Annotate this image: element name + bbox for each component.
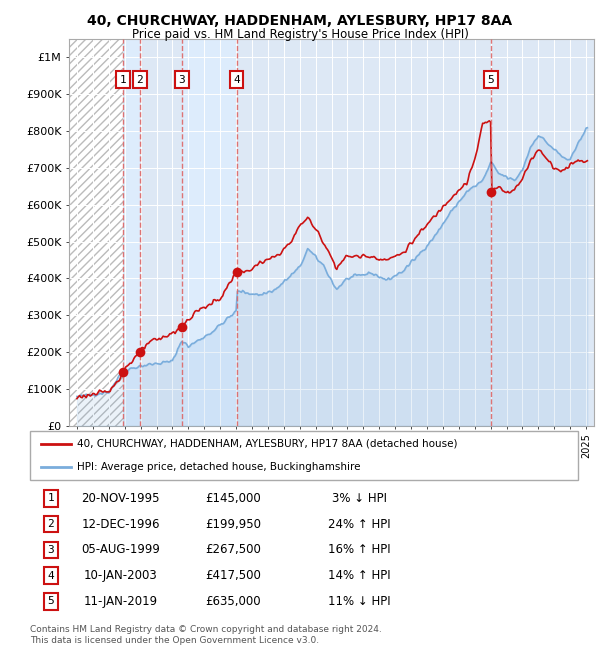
Text: 4: 4 — [47, 571, 54, 580]
Text: £417,500: £417,500 — [205, 569, 261, 582]
Text: Price paid vs. HM Land Registry's House Price Index (HPI): Price paid vs. HM Land Registry's House … — [131, 28, 469, 41]
Text: 1: 1 — [47, 493, 54, 503]
Text: 3% ↓ HPI: 3% ↓ HPI — [332, 492, 387, 505]
Text: 12-DEC-1996: 12-DEC-1996 — [82, 517, 160, 530]
Text: 14% ↑ HPI: 14% ↑ HPI — [328, 569, 391, 582]
Text: 1: 1 — [119, 75, 127, 84]
Text: £145,000: £145,000 — [205, 492, 261, 505]
Text: £199,950: £199,950 — [205, 517, 261, 530]
Text: 5: 5 — [488, 75, 494, 84]
Text: 2: 2 — [47, 519, 54, 529]
Text: 5: 5 — [47, 597, 54, 606]
Text: £267,500: £267,500 — [205, 543, 261, 556]
Text: 40, CHURCHWAY, HADDENHAM, AYLESBURY, HP17 8AA (detached house): 40, CHURCHWAY, HADDENHAM, AYLESBURY, HP1… — [77, 439, 457, 449]
Text: 4: 4 — [233, 75, 240, 84]
Bar — [69, 39, 123, 426]
Bar — [182, 39, 236, 426]
Text: 11-JAN-2019: 11-JAN-2019 — [83, 595, 158, 608]
FancyBboxPatch shape — [30, 432, 578, 480]
Text: 05-AUG-1999: 05-AUG-1999 — [81, 543, 160, 556]
Text: 3: 3 — [178, 75, 185, 84]
Text: £635,000: £635,000 — [205, 595, 261, 608]
Text: 10-JAN-2003: 10-JAN-2003 — [84, 569, 157, 582]
Bar — [123, 39, 140, 426]
Text: 3: 3 — [47, 545, 54, 555]
Text: 24% ↑ HPI: 24% ↑ HPI — [328, 517, 391, 530]
Text: 2: 2 — [136, 75, 143, 84]
Text: 20-NOV-1995: 20-NOV-1995 — [82, 492, 160, 505]
Text: 11% ↓ HPI: 11% ↓ HPI — [328, 595, 391, 608]
Text: HPI: Average price, detached house, Buckinghamshire: HPI: Average price, detached house, Buck… — [77, 462, 360, 473]
Text: 16% ↑ HPI: 16% ↑ HPI — [328, 543, 391, 556]
Text: Contains HM Land Registry data © Crown copyright and database right 2024.
This d: Contains HM Land Registry data © Crown c… — [30, 625, 382, 645]
Text: 40, CHURCHWAY, HADDENHAM, AYLESBURY, HP17 8AA: 40, CHURCHWAY, HADDENHAM, AYLESBURY, HP1… — [88, 14, 512, 29]
